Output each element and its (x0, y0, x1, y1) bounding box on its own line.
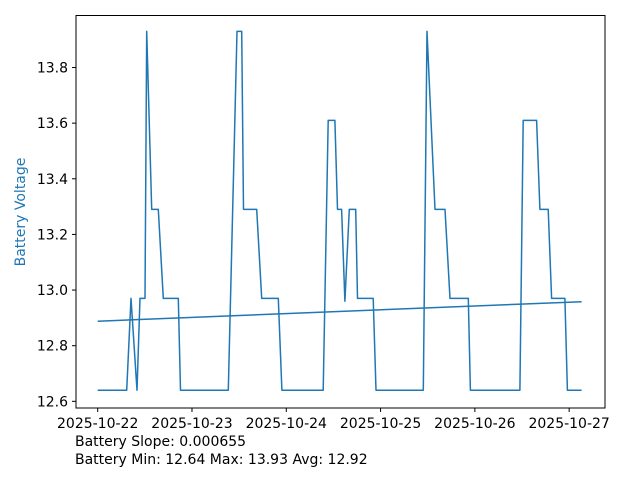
battery-stats-annotation: Battery Min: 12.64 Max: 13.93 Avg: 12.92 (75, 452, 368, 468)
x-tick-label: 2025-10-23 (151, 416, 232, 432)
y-axis-label: Battery Voltage (13, 157, 29, 267)
x-tick-label: 2025-10-27 (528, 416, 609, 432)
axes-spines (75, 15, 606, 409)
y-tick-label: 13.8 (37, 61, 68, 77)
x-tick-label: 2025-10-25 (340, 416, 421, 432)
x-tick-label: 2025-10-22 (57, 416, 138, 432)
battery-trend-line (97, 300, 582, 322)
y-tick-label: 13.2 (37, 227, 68, 243)
y-tick-label: 13.0 (37, 283, 68, 299)
battery-slope-annotation: Battery Slope: 0.000655 (75, 434, 247, 450)
y-tick-label: 13.4 (37, 172, 68, 188)
y-tick-label: 12.8 (37, 339, 68, 355)
y-tick-label: 12.6 (37, 394, 68, 410)
battery-voltage-line (97, 30, 582, 391)
x-tick-label: 2025-10-24 (246, 416, 327, 432)
x-tick-label: 2025-10-26 (434, 416, 515, 432)
y-tick-label: 13.6 (37, 116, 68, 132)
